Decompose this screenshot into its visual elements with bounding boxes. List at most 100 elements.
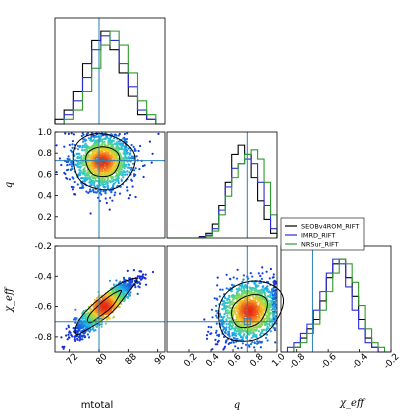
scatter-point bbox=[271, 312, 274, 315]
scatter-point bbox=[128, 281, 131, 285]
scatter-point bbox=[229, 323, 232, 327]
scatter-point bbox=[103, 302, 106, 306]
scatter-point bbox=[235, 277, 239, 280]
scatter-point bbox=[108, 301, 111, 304]
scatter-point bbox=[110, 300, 113, 303]
scatter-point bbox=[249, 291, 253, 294]
scatter-point bbox=[128, 294, 131, 297]
scatter-point bbox=[119, 296, 122, 299]
scatter-point bbox=[260, 277, 263, 280]
scatter-point bbox=[242, 319, 245, 322]
scatter-point bbox=[133, 175, 136, 178]
scatter-point bbox=[225, 287, 228, 290]
scatter-point bbox=[94, 135, 98, 138]
scatter-point bbox=[99, 309, 102, 312]
scatter-point bbox=[87, 152, 90, 156]
scatter-point bbox=[124, 173, 127, 176]
scatter-point bbox=[114, 161, 118, 164]
scatter-point bbox=[65, 176, 68, 180]
x-tick-label-q: 0.2 bbox=[182, 352, 199, 369]
scatter-point bbox=[224, 332, 227, 335]
scatter-point bbox=[261, 289, 264, 292]
scatter-point bbox=[124, 287, 127, 290]
histogram-chi_eff-IMRD_RIFT bbox=[281, 258, 391, 353]
scatter-point bbox=[99, 140, 102, 143]
scatter-point bbox=[65, 334, 68, 337]
contour-q-chi_eff-1sigma bbox=[230, 294, 269, 329]
scatter-point bbox=[254, 313, 257, 317]
scatter-point bbox=[247, 291, 250, 294]
scatter-point bbox=[90, 190, 93, 193]
scatter-point bbox=[91, 179, 95, 182]
scatter-point bbox=[90, 154, 93, 157]
scatter-point bbox=[67, 333, 70, 336]
scatter-point bbox=[95, 325, 99, 328]
scatter-point bbox=[231, 334, 234, 337]
y-axis-label-chi-eff: χ_eff bbox=[4, 286, 15, 313]
scatter-point bbox=[77, 325, 80, 328]
scatter-point bbox=[257, 272, 260, 275]
scatter-point bbox=[86, 132, 89, 135]
scatter-point bbox=[101, 310, 104, 313]
scatter-point bbox=[109, 139, 112, 142]
scatter-point bbox=[268, 312, 271, 316]
scatter-point bbox=[251, 306, 254, 309]
scatter-point bbox=[87, 191, 90, 194]
scatter-point bbox=[105, 201, 108, 205]
scatter-point bbox=[89, 184, 92, 187]
scatter-point bbox=[228, 300, 231, 303]
scatter-point bbox=[88, 318, 91, 321]
scatter-point bbox=[129, 168, 133, 171]
scatter-point bbox=[129, 149, 132, 152]
scatter-point bbox=[87, 154, 90, 158]
scatter-point bbox=[123, 298, 126, 301]
scatter-point bbox=[79, 161, 82, 164]
scatter-point bbox=[266, 323, 269, 326]
scatter-point bbox=[261, 266, 264, 269]
scatter-point bbox=[76, 148, 80, 151]
scatter-point bbox=[143, 276, 146, 279]
scatter-point bbox=[89, 315, 92, 318]
scatter-point bbox=[103, 143, 107, 146]
scatter-point bbox=[131, 185, 134, 188]
scatter-point bbox=[83, 180, 86, 183]
scatter-point bbox=[231, 324, 235, 327]
scatter-point bbox=[82, 138, 85, 141]
scatter-point bbox=[108, 298, 111, 301]
scatter-point bbox=[232, 297, 235, 301]
scatter-point bbox=[115, 153, 118, 156]
scatter-point bbox=[81, 329, 84, 332]
scatter-point bbox=[86, 176, 89, 179]
scatter-point bbox=[216, 312, 219, 315]
scatter-point bbox=[103, 137, 106, 140]
scatter-point bbox=[112, 137, 116, 140]
scatter-point bbox=[137, 149, 140, 153]
scatter-point bbox=[248, 297, 251, 300]
scatter-point bbox=[250, 336, 253, 339]
scatter-point bbox=[123, 277, 126, 280]
scatter-point bbox=[93, 149, 96, 152]
scatter-point bbox=[106, 149, 110, 152]
scatter-point bbox=[87, 137, 90, 140]
scatter-point bbox=[71, 335, 74, 338]
scatter-point bbox=[252, 300, 255, 303]
scatter-point bbox=[101, 181, 105, 184]
scatter-point bbox=[241, 283, 244, 286]
scatter-point bbox=[76, 144, 79, 147]
scatter-point bbox=[107, 137, 110, 140]
scatter-point bbox=[211, 316, 214, 319]
scatter-point bbox=[126, 160, 129, 163]
scatter-point bbox=[62, 347, 65, 350]
x-tick-label-mtotal: 72 bbox=[65, 352, 80, 367]
scatter-point bbox=[241, 322, 245, 325]
scatter-point bbox=[265, 336, 268, 340]
scatter-point bbox=[229, 278, 232, 281]
scatter-point bbox=[128, 163, 131, 167]
scatter-point bbox=[93, 161, 96, 165]
scatter-point bbox=[117, 168, 120, 171]
scatter-point bbox=[114, 287, 117, 290]
y-tick-label-chi_eff: -0.6 bbox=[34, 303, 52, 313]
scatter-point bbox=[95, 148, 98, 151]
scatter-point bbox=[70, 161, 73, 164]
